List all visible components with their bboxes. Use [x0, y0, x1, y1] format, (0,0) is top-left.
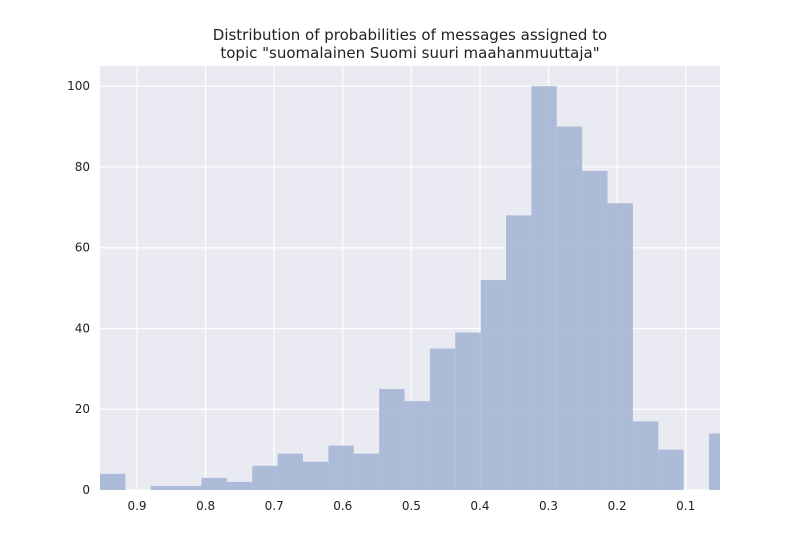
x-tick-label: 0.1	[676, 499, 695, 513]
histogram-bar	[531, 86, 557, 490]
histogram-bar	[658, 449, 684, 490]
histogram-bar	[455, 332, 481, 490]
histogram-bar	[556, 126, 583, 491]
histogram-bar	[252, 465, 278, 490]
y-tick-label: 60	[75, 241, 90, 255]
histogram-bars	[100, 86, 720, 491]
histogram-bar	[709, 433, 720, 490]
histogram-bar	[506, 215, 532, 490]
y-tick-label: 0	[82, 483, 90, 497]
histogram-bar	[226, 481, 253, 490]
x-tick-label: 0.4	[470, 499, 489, 513]
x-tick-label: 0.7	[265, 499, 284, 513]
y-tick-label: 80	[75, 160, 90, 174]
histogram-bar	[632, 421, 659, 490]
histogram-bar	[429, 348, 456, 490]
histogram-bar	[303, 461, 329, 490]
x-tick-label: 0.2	[608, 499, 627, 513]
histogram-bar	[150, 485, 177, 490]
y-axis-ticks: 0 20 40 60 80 100	[67, 79, 90, 497]
histogram-bar	[100, 473, 126, 490]
histogram-bar	[480, 280, 507, 490]
histogram-bar	[582, 170, 608, 490]
chart-title-line-1: Distribution of probabilities of message…	[213, 26, 607, 44]
histogram-bar	[328, 445, 354, 490]
histogram-bar	[353, 453, 380, 490]
histogram-bar	[201, 477, 227, 490]
x-tick-label: 0.6	[333, 499, 352, 513]
x-axis-ticks: 0.9 0.8 0.7 0.6 0.5 0.4 0.3 0.2 0.1	[127, 499, 695, 513]
x-tick-label: 0.3	[539, 499, 558, 513]
histogram-bar	[277, 453, 304, 490]
y-tick-label: 20	[75, 402, 90, 416]
y-tick-label: 100	[67, 79, 90, 93]
x-tick-label: 0.9	[127, 499, 146, 513]
histogram-bar	[176, 485, 202, 490]
x-tick-label: 0.8	[196, 499, 215, 513]
x-tick-label: 0.5	[402, 499, 421, 513]
y-tick-label: 40	[75, 321, 90, 335]
histogram-bar	[404, 401, 430, 490]
histogram-bar	[607, 203, 633, 491]
chart-title-line-2: topic "suomalainen Suomi suuri maahanmuu…	[220, 44, 599, 62]
histogram-bar	[379, 389, 405, 490]
